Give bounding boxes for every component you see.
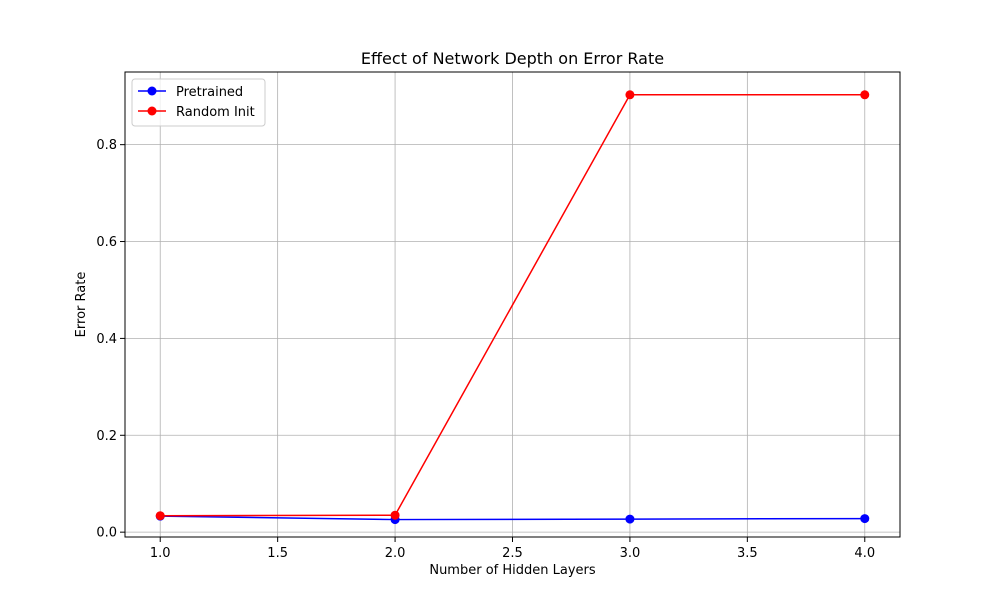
y-axis-ticks: 0.0 0.2 0.4 0.6 0.8 <box>96 138 125 541</box>
grid-lines <box>125 72 900 537</box>
data-point-pretrained <box>625 514 635 524</box>
x-tick-label: 2.5 <box>502 546 523 561</box>
data-point-random-init <box>155 511 165 521</box>
series-group <box>155 90 870 525</box>
data-point-random-init <box>390 510 400 520</box>
series-line-random-init <box>160 94 865 517</box>
y-axis-label: Error Rate <box>74 272 89 338</box>
data-point-random-init <box>625 90 635 100</box>
data-point-random-init <box>860 90 870 100</box>
legend: Pretrained Random Init <box>131 78 266 127</box>
legend-label-random-init: Random Init <box>176 105 255 120</box>
x-tick-label: 4.0 <box>854 546 875 561</box>
legend-label-pretrained: Pretrained <box>176 85 243 100</box>
data-point-pretrained <box>860 514 870 524</box>
chart-title: Effect of Network Depth on Error Rate <box>361 49 664 68</box>
y-tick-label: 0.6 <box>96 235 117 250</box>
y-tick-label: 0.2 <box>96 429 117 444</box>
y-tick-label: 0.8 <box>96 138 117 153</box>
x-axis-ticks: 1.0 1.5 2.0 2.5 3.0 3.5 4.0 <box>150 537 875 561</box>
series-line-pretrained <box>160 515 865 521</box>
legend-marker-pretrained <box>147 86 157 96</box>
legend-marker-random-init <box>147 106 157 116</box>
x-tick-label: 1.0 <box>150 546 171 561</box>
x-tick-label: 3.0 <box>620 546 641 561</box>
x-tick-label: 1.5 <box>267 546 288 561</box>
y-tick-label: 0.4 <box>96 332 117 347</box>
x-tick-label: 3.5 <box>737 546 758 561</box>
x-axis-label: Number of Hidden Layers <box>429 563 596 578</box>
x-tick-label: 2.0 <box>385 546 406 561</box>
y-tick-label: 0.0 <box>96 526 117 541</box>
